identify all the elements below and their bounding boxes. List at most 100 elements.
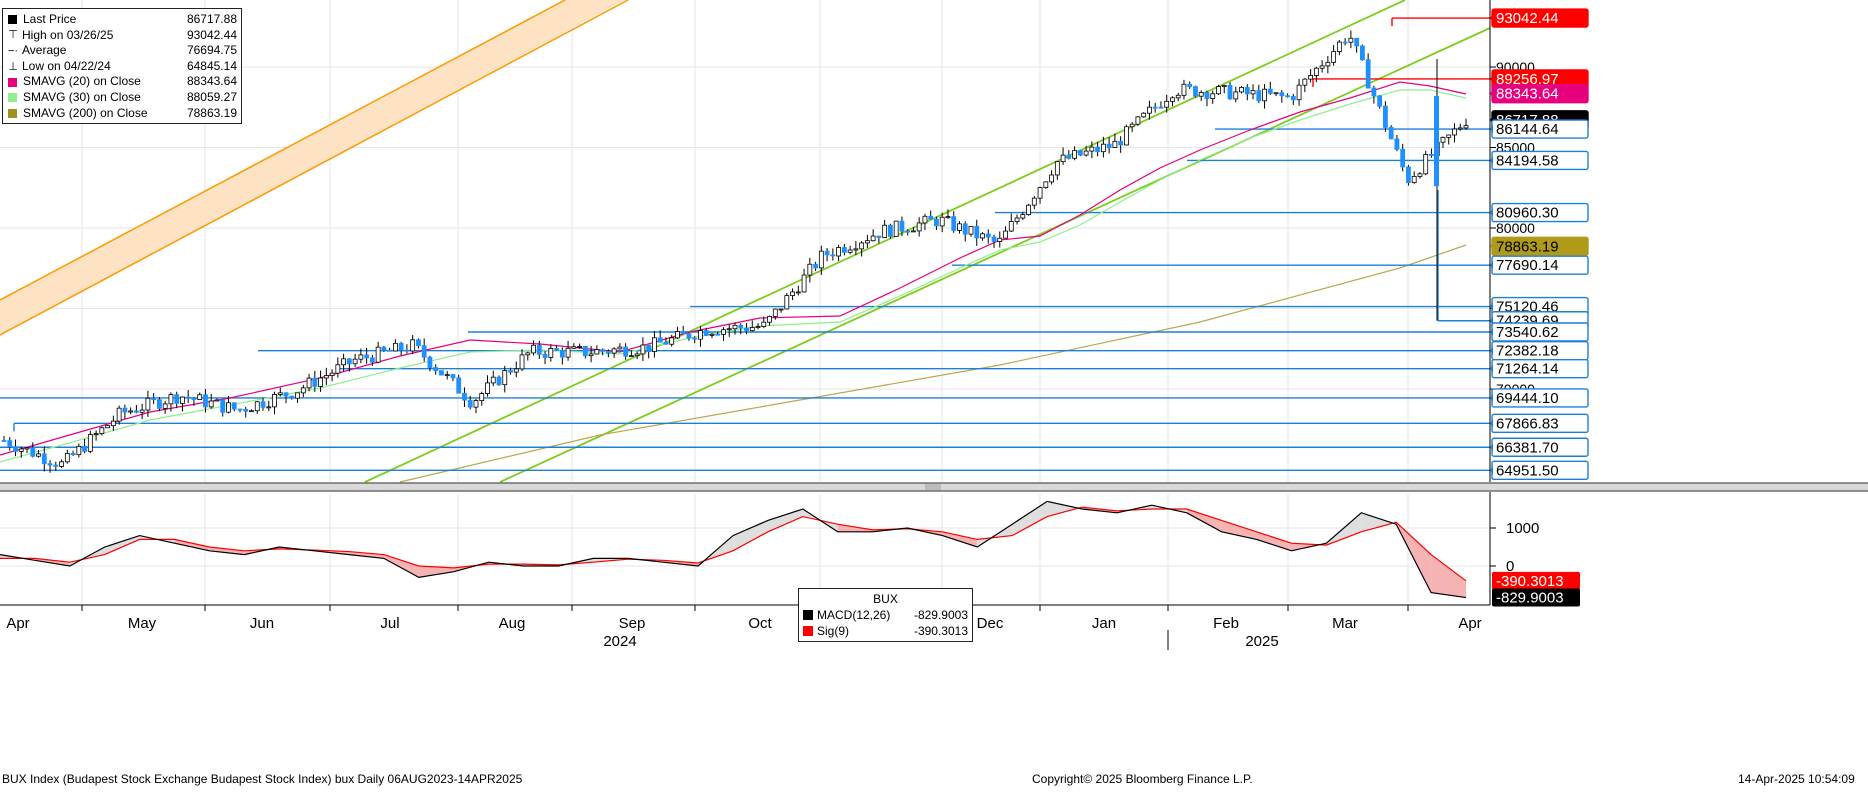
price-level-label: 66381.70 xyxy=(1496,439,1559,456)
candle-up xyxy=(945,216,951,218)
candle-up xyxy=(277,392,283,395)
candle-down xyxy=(220,399,226,413)
macd-axis-tick-label: 1000 xyxy=(1506,520,1539,537)
candle-up xyxy=(249,410,254,413)
macd-fill-segment xyxy=(1221,520,1257,540)
price-level-label-pointer xyxy=(1490,261,1493,270)
candle-up xyxy=(588,353,594,357)
candle-down xyxy=(1359,45,1365,61)
legend-value: 64845.14 xyxy=(186,58,237,73)
candle-up xyxy=(64,452,70,463)
candle-up xyxy=(1440,136,1446,143)
legend-value: 88343.64 xyxy=(186,74,237,89)
footer-description: BUX Index (Budapest Stock Exchange Budap… xyxy=(2,772,523,786)
candle-up xyxy=(1054,161,1060,176)
candle-up xyxy=(836,247,842,257)
price-level-label-pointer xyxy=(1490,316,1493,325)
candle-down xyxy=(928,215,934,220)
candle-down xyxy=(508,370,513,373)
candles-group xyxy=(1,30,1469,473)
candle-down xyxy=(47,463,53,466)
candle-down xyxy=(744,327,749,332)
price-axis-tick-label: 80000 xyxy=(1496,220,1535,236)
candle-up xyxy=(864,240,870,244)
candle-down xyxy=(41,453,47,465)
candle-down xyxy=(1158,106,1164,109)
high-marker-icon: ⊤ xyxy=(8,29,18,42)
black-square-icon xyxy=(803,610,813,620)
candle-up xyxy=(1008,221,1014,232)
candle-up xyxy=(1198,92,1204,97)
candle-up xyxy=(893,220,899,237)
legend-value: 76694.75 xyxy=(186,43,237,58)
candle-down xyxy=(70,452,76,456)
macd-fill-segment xyxy=(1431,554,1466,598)
candle-up xyxy=(1331,51,1337,63)
candle-up xyxy=(1221,85,1227,87)
candle-up xyxy=(790,291,795,297)
candle-up xyxy=(341,358,346,366)
candle-up xyxy=(916,222,922,232)
candle-down xyxy=(1152,106,1158,109)
candle-up xyxy=(784,295,790,310)
footer-timestamp: 14-Apr-2025 10:54:09 xyxy=(1738,772,1855,786)
sma200-line xyxy=(399,244,1467,483)
candle-up xyxy=(1043,181,1049,188)
candle-up xyxy=(352,358,358,365)
candle-up xyxy=(565,347,571,358)
candle-down xyxy=(1394,138,1400,150)
price-level-label-pointer xyxy=(1490,393,1493,402)
candle-down xyxy=(1388,126,1394,140)
price-level-label-pointer xyxy=(1490,156,1493,165)
candle-down xyxy=(203,394,208,408)
candle-down xyxy=(663,341,669,345)
candle-down xyxy=(623,346,629,357)
candle-down xyxy=(559,349,565,358)
candle-up xyxy=(571,346,577,349)
candle-down xyxy=(421,345,427,358)
candle-up xyxy=(226,402,231,413)
x-axis-month-label: Oct xyxy=(748,615,772,632)
macd-fill-segment xyxy=(1186,509,1222,532)
candle-up xyxy=(1003,230,1008,239)
candle-up xyxy=(1164,100,1170,108)
candle-up xyxy=(110,420,116,427)
candle-up xyxy=(859,242,865,250)
candle-up xyxy=(1446,134,1452,138)
candle-up xyxy=(128,410,134,413)
candle-down xyxy=(1383,105,1388,128)
candle-down xyxy=(824,250,830,256)
price-level-label: 88343.64 xyxy=(1496,86,1559,103)
candle-up xyxy=(870,235,876,242)
candle-up xyxy=(1129,123,1135,128)
candle-up xyxy=(36,453,41,457)
candle-down xyxy=(1227,85,1233,100)
legend-label: SMAVG (30) on Close xyxy=(23,89,141,104)
candle-up xyxy=(1319,65,1325,69)
candle-up xyxy=(1020,214,1026,219)
candle-down xyxy=(30,447,36,457)
candle-up xyxy=(1239,87,1244,93)
candle-up xyxy=(162,403,168,409)
x-axis-month-label: Feb xyxy=(1213,615,1239,632)
candle-up xyxy=(1100,143,1106,153)
legend-row-average: −· Average 76694.75 xyxy=(7,43,237,59)
candle-up xyxy=(473,400,479,408)
candle-up xyxy=(531,344,536,354)
price-level-label-pointer xyxy=(1490,14,1493,23)
candle-up xyxy=(329,372,335,376)
candle-up xyxy=(519,354,525,370)
macd-fill-segment xyxy=(1047,501,1083,517)
pane-separator-grip xyxy=(925,484,941,490)
candle-down xyxy=(715,333,721,336)
candle-down xyxy=(974,225,980,239)
green-trendline-upper xyxy=(364,0,1406,483)
macd-fill-segment xyxy=(767,509,803,532)
candle-up xyxy=(1135,116,1141,125)
candle-up xyxy=(1037,187,1043,199)
candle-down xyxy=(1377,95,1383,107)
candle-up xyxy=(393,342,398,352)
candle-up xyxy=(1457,127,1463,130)
candle-down xyxy=(536,344,542,355)
